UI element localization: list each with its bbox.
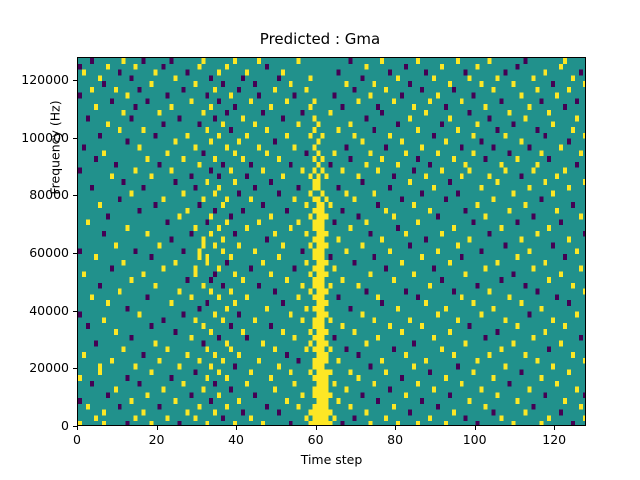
y-tick-mark [73,310,77,312]
y-tick-mark [73,137,77,139]
y-tick-label: 120000 [21,72,69,88]
x-tick-label: 20 [148,432,165,447]
y-tick-label: 20000 [29,360,69,376]
y-axis-tick-labels: 0 20000 40000 60000 80000 100000 120000 [0,0,69,480]
x-tick-mark [315,426,317,430]
y-tick-mark [73,426,77,427]
y-axis-label: Frequency (Hz) [47,100,63,195]
y-tick-mark [73,368,77,370]
x-tick-mark [77,426,78,430]
x-tick-label: 120 [542,432,567,447]
x-tick-label: 0 [73,432,81,447]
y-tick-mark [73,195,77,197]
y-tick-mark [73,80,77,82]
x-tick-label: 40 [228,432,245,447]
heatmap-axes [77,57,586,426]
page-title: Predicted : Gma [259,30,381,48]
x-tick-mark [236,426,238,430]
x-tick-label: 80 [387,432,404,447]
x-axis-label: Time step [300,452,363,467]
heatmap-image [78,58,585,425]
x-tick-label: 100 [462,432,487,447]
x-tick-mark [554,426,556,430]
y-tick-label: 100000 [21,129,69,145]
x-tick-mark [395,426,397,430]
y-tick-label: 40000 [29,302,69,318]
x-tick-label: 60 [307,432,324,447]
x-tick-mark [474,426,476,430]
y-tick-label: 0 [61,418,69,433]
y-tick-mark [73,253,77,255]
y-tick-label: 80000 [29,187,69,203]
y-tick-label: 60000 [29,245,69,261]
x-tick-mark [156,426,158,430]
